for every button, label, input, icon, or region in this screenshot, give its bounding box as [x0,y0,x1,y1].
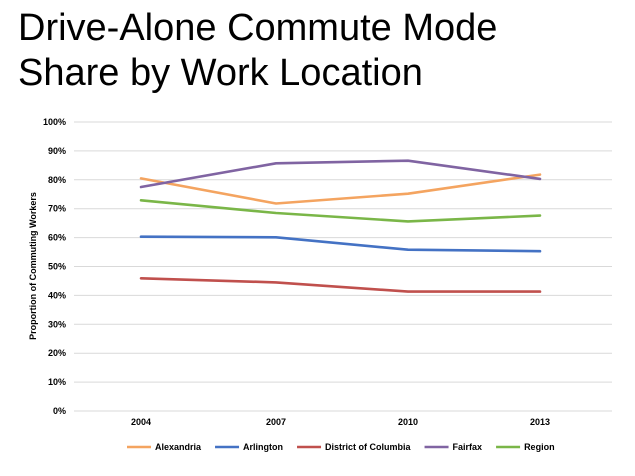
x-tick-label: 2013 [530,417,550,427]
legend-item-arlington: Arlington [215,442,283,452]
legend-label: Region [524,442,555,452]
series-line-region [139,199,542,223]
series-line-district-of-columbia [139,276,542,293]
y-tick-label: 90% [48,146,66,156]
y-tick-label: 100% [43,117,66,127]
y-tick-label: 60% [48,233,66,243]
y-tick-label: 20% [48,348,66,358]
page-title-line-1: Drive-Alone Commute Mode [18,7,498,49]
legend-item-alexandria: Alexandria [127,442,202,452]
legend-item-district-of-columbia: District of Columbia [297,442,412,452]
y-tick-label: 50% [48,262,66,272]
page-title-line-2: Share by Work Location [18,52,423,94]
legend-label: Arlington [243,442,283,452]
series-line-arlington [139,235,542,253]
legend-label: District of Columbia [325,442,411,452]
legend: Alexandria Arlington District of Columbia F… [127,442,555,452]
x-tick-label: 2004 [131,417,151,427]
x-axis-ticks: 2004 2007 2010 2013 [131,417,550,427]
y-tick-label: 30% [48,319,66,329]
x-tick-label: 2010 [398,417,418,427]
y-tick-label: 10% [48,377,66,387]
y-axis-label: Proportion of Commuting Workers [28,192,38,340]
series-line-fairfax [139,159,542,189]
series-lines [139,159,542,293]
y-tick-label: 0% [53,406,66,416]
x-tick-label: 2007 [266,417,286,427]
y-tick-label: 40% [48,290,66,300]
legend-item-region: Region [496,442,555,452]
legend-item-fairfax: Fairfax [424,442,483,452]
page-title: Drive-Alone Commute Mode Share by Work L… [18,6,618,96]
y-axis-ticks: 0% 10% 20% 30% 40% 50% 60% 70% 80% 90% 100% [43,117,66,416]
gridlines [74,121,612,412]
legend-label: Alexandria [155,442,202,452]
y-tick-label: 70% [48,204,66,214]
legend-label: Fairfax [453,442,483,452]
y-tick-label: 80% [48,175,66,185]
series-line-alexandria [139,173,542,205]
